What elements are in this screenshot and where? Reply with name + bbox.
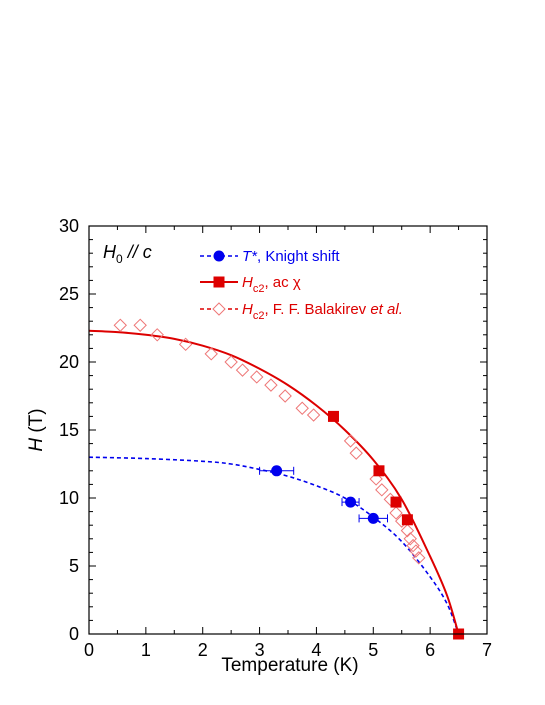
data-point-diamond [406, 538, 420, 553]
data-point-diamond [412, 551, 426, 565]
y-tick-label: 10 [59, 488, 79, 508]
data-point-diamond [389, 506, 403, 520]
data-point-diamond [224, 355, 238, 369]
data-point-diamond [375, 483, 389, 497]
plot-frame [88, 225, 488, 635]
y-axis-title: H (T) [26, 408, 47, 451]
axis-ticks [88, 225, 488, 635]
y-tick-label: 25 [59, 284, 79, 304]
data-point-diamond [278, 389, 292, 403]
data-point-diamond [204, 347, 218, 361]
x-tick-label: 0 [84, 640, 94, 660]
legend: T*, Knight shift Hc2, ac χ Hc2, F. F. Ba… [200, 248, 403, 322]
data-point-diamond [133, 318, 147, 332]
x-tick-label: 7 [482, 640, 492, 660]
x-tick-label: 2 [198, 640, 208, 660]
svg-text:Hc2, F. F. Balakirev et al.: Hc2, F. F. Balakirev et al. [242, 301, 403, 322]
legend-entry-ac-chi: Hc2, ac χ [200, 274, 301, 295]
y-tick-label: 20 [59, 352, 79, 372]
y-tick-label: 5 [69, 556, 79, 576]
x-axis-title: Temperature (K) [221, 655, 358, 676]
data-point-square [390, 496, 402, 508]
data-point-square [373, 465, 385, 477]
data-point-diamond [295, 401, 309, 415]
data-point-circle [345, 496, 357, 508]
fit-curve-1 [88, 329, 460, 635]
x-tick-label: 4 [311, 640, 321, 660]
tick-labels: 0 1 2 3 4 5 6 7 0 5 10 15 20 25 30 [59, 216, 492, 660]
data-point-diamond [343, 434, 358, 448]
data-point-diamond [250, 370, 264, 384]
x-tick-label: 6 [425, 640, 435, 660]
fit-curves [88, 329, 460, 635]
fit-curve-0 [88, 456, 460, 635]
legend-entry-balakirev: Hc2, F. F. Balakirev et al. [200, 301, 403, 322]
data-point-diamond [178, 337, 193, 352]
data-point-diamond [264, 378, 278, 392]
x-tick-label: 1 [141, 640, 151, 660]
data-point-diamond [403, 532, 417, 546]
data-point-diamond [369, 472, 383, 486]
data-markers [113, 318, 465, 640]
x-tick-label: 5 [368, 640, 378, 660]
data-point-square [401, 514, 413, 526]
data-point-diamond [150, 328, 164, 342]
data-point-diamond [306, 408, 321, 422]
data-point-square [327, 410, 339, 422]
x-tick-label: 3 [255, 640, 265, 660]
y-tick-label: 30 [59, 216, 79, 236]
data-point-circle [271, 465, 283, 477]
data-point-diamond [349, 446, 363, 460]
data-point-diamond [400, 523, 415, 538]
data-point-diamond [409, 544, 423, 558]
svg-text:Hc2, ac χ: Hc2, ac χ [242, 274, 301, 295]
y-tick-label: 15 [59, 420, 79, 440]
svg-text:T*, Knight shift: T*, Knight shift [242, 248, 340, 265]
y-tick-label: 0 [69, 624, 79, 644]
legend-entry-knight-shift: T*, Knight shift [200, 248, 340, 265]
data-point-diamond [113, 318, 127, 332]
field-direction-annotation: H0 // c [103, 242, 152, 266]
data-point-diamond [235, 363, 250, 377]
data-point-circle [367, 512, 379, 524]
